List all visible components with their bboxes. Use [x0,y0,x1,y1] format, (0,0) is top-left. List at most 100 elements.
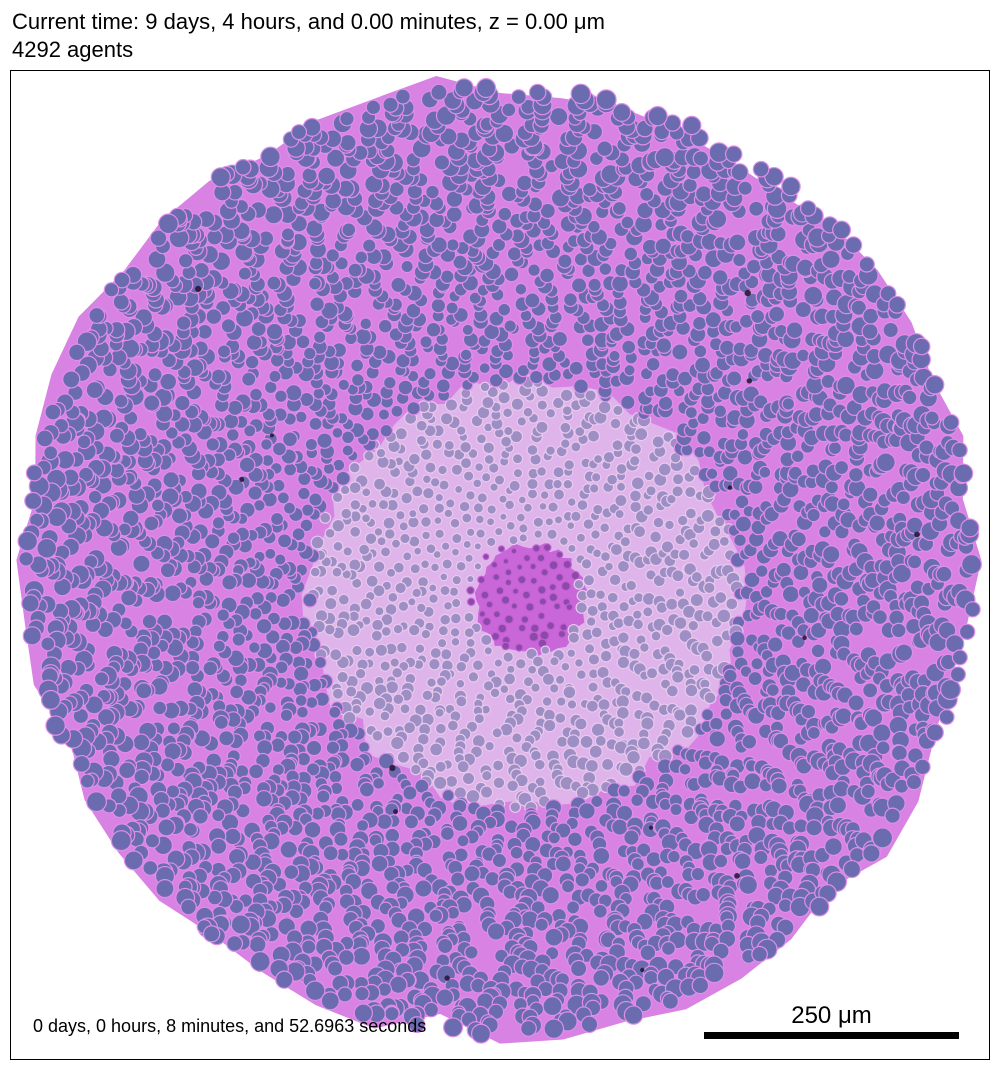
agent-cell [600,523,610,533]
agent-cell [481,591,489,599]
agent-cell [560,422,571,433]
agent-cell [450,628,459,637]
agent-cell [480,382,489,391]
agent-cell [550,108,568,126]
agent-cell [429,584,437,592]
agent-cell [862,323,878,339]
agent-cell [555,675,564,684]
agent-cell [473,479,482,488]
agent-cell [672,344,688,360]
agent-cell [539,598,546,605]
agent-cell [526,603,534,611]
agent-cell [376,448,385,457]
agent-cell [346,686,357,697]
agent-cell [537,467,547,477]
agent-cell [505,694,515,704]
agent-cell [581,1016,597,1032]
agent-cell [353,947,371,965]
agent-cell [697,431,711,445]
agent-cell [349,462,360,473]
agent-cell [829,442,842,455]
agent-cell [86,382,103,399]
agent-cell [464,628,474,638]
agent-cell [572,278,587,293]
agent-cell [581,334,594,347]
agent-cell [693,151,708,166]
agent-cell [435,761,446,772]
agent-cell [424,368,436,380]
scale-bar [704,1032,959,1039]
agent-cell [509,480,520,491]
plot-frame: 0 days, 0 hours, 8 minutes, and 52.6963 … [10,70,990,1060]
agent-cell [408,598,416,606]
agent-cell [432,439,442,449]
agent-cell [540,268,555,283]
agent-cell [504,426,513,435]
agent-cell [352,374,365,387]
agent-cell [456,696,467,707]
agent-cell [726,598,738,610]
agent-cell [211,838,227,854]
agent-cell [585,644,595,654]
apoptotic-dot [802,636,806,640]
agent-cell [662,993,678,1009]
agent-cell [586,589,596,599]
agent-cell [360,598,372,610]
agent-cell [423,475,432,484]
agent-cell [641,717,654,730]
agent-cell [553,479,562,488]
agent-cell [440,270,453,283]
agent-cell [534,530,543,539]
agent-cell [600,650,612,662]
agent-cell [506,521,515,530]
agent-cell [323,846,338,861]
agent-cell [504,320,516,332]
agent-cell [452,548,460,556]
agent-cell [440,614,451,625]
agent-cell [825,481,838,494]
agent-cell [588,682,598,692]
agent-cell [261,147,280,166]
agent-cell [598,401,611,414]
agent-cell [531,624,539,632]
agent-cell [467,576,474,583]
agent-cell [507,665,515,673]
elapsed-wallclock: 0 days, 0 hours, 8 minutes, and 52.6963 … [33,1016,426,1037]
agent-cell [340,135,357,152]
agent-cell [501,186,517,202]
agent-cell [377,814,393,830]
agent-cell [249,764,264,779]
agent-cell [782,177,800,195]
agent-cell [424,1002,439,1017]
agent-cell [447,720,458,731]
agent-cell [613,618,624,629]
agent-cell [37,539,57,559]
agent-cell [409,510,417,518]
agent-cell [455,79,473,97]
agent-cell [543,544,550,551]
agent-cell [477,493,487,503]
agent-cell [708,538,720,550]
agent-cell [444,509,453,518]
agent-cell [562,582,571,591]
agent-cell [567,700,576,709]
agent-cell [533,545,540,552]
agent-cell [293,666,308,681]
agent-cell [710,717,723,730]
agent-cell [756,565,768,577]
agent-cell [483,554,489,560]
agent-cell [235,159,251,175]
agent-cell [536,421,548,433]
agent-cell [564,460,574,470]
agent-cell [571,961,587,977]
agent-cell [245,355,259,369]
agent-cell [377,537,386,546]
agent-cell [630,456,640,466]
agent-cell [877,453,896,472]
agent-cell [226,429,239,442]
agent-cell [516,513,525,522]
agent-cell [549,684,558,693]
apoptotic-dot [734,873,740,879]
agent-cell [737,429,749,441]
agent-cell [338,594,349,605]
